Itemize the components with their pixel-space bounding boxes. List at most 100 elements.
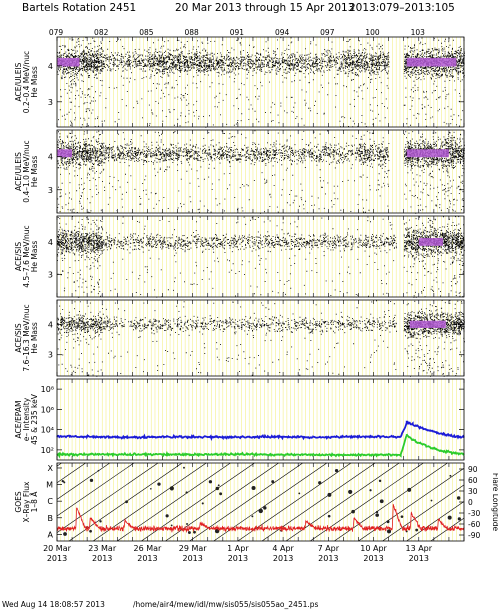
panel-1-ylabel: ACE/ULEIS — [14, 62, 23, 101]
panel-2-frame — [56, 129, 465, 214]
flare-marker — [386, 520, 390, 524]
y-tick-label: 4 — [48, 153, 53, 162]
goes-class-label: X — [48, 464, 54, 473]
flare-marker — [201, 502, 204, 505]
goes-xray-flux — [56, 503, 465, 534]
panel-2-ylabel: ACE/ULEIS — [14, 152, 23, 191]
footer-timestamp: Wed Aug 14 18:08:57 2013 — [2, 600, 105, 609]
title-doy-range: 2013:079–2013:105 — [349, 2, 455, 14]
flare-marker — [378, 479, 382, 483]
flare-marker — [379, 499, 384, 504]
doy-tick-label: 094 — [275, 28, 290, 37]
flare-longitude-track — [285, 462, 400, 542]
flare-marker — [400, 515, 404, 518]
goes-ylabel: X–Ray Flux — [22, 481, 31, 523]
flare-marker — [430, 499, 433, 502]
panel-4-frame — [56, 299, 465, 377]
flare-marker — [187, 531, 191, 534]
y-tick-label: 3 — [48, 186, 53, 195]
date-tick-label: 4 Apr — [272, 544, 294, 553]
panel-1-density-fill — [57, 57, 80, 67]
panel-2-ylabel: 0.4–1.0 MeV/nuc — [22, 140, 31, 202]
date-tick-label: 13 Apr — [405, 544, 432, 553]
date-tick-year: 2013 — [92, 554, 112, 563]
goes-class-label: A — [48, 530, 54, 539]
flare-marker — [185, 491, 188, 494]
flare-marker — [327, 514, 331, 518]
flare-marker — [348, 489, 353, 495]
flare-marker — [183, 466, 185, 469]
flare-longitude-tick: 30 — [468, 487, 478, 496]
date-tick-label: 7 Apr — [318, 544, 340, 553]
footer-file-path: /home/air4/mew/idl/mw/sis055/sis055ao_24… — [133, 600, 319, 609]
flare-longitude-track — [310, 462, 424, 542]
date-tick-label: 1 Apr — [227, 544, 249, 553]
flare-longitude-tick: 90 — [468, 465, 478, 474]
panel-4-scatter — [57, 300, 465, 377]
flare-marker — [89, 478, 94, 483]
doy-tick-label: 100 — [365, 28, 380, 37]
panel-2-scatter — [57, 130, 465, 214]
data-layer — [56, 37, 465, 542]
epam-series-2 — [56, 433, 465, 459]
date-tick-year: 2013 — [182, 554, 202, 563]
date-tick-year: 2013 — [47, 554, 67, 563]
flare-marker — [63, 481, 66, 484]
flare-marker — [89, 529, 92, 533]
panel-4-ylabel: ACE/SIS — [14, 323, 23, 352]
y-tick-label: 4 — [48, 62, 53, 71]
flare-longitude-tick: 60 — [468, 476, 478, 485]
flare-marker — [318, 481, 322, 485]
date-tick-label: 10 Apr — [360, 544, 387, 553]
doy-tick-label: 082 — [94, 28, 109, 37]
epam-y-tick-label: 10⁴ — [41, 426, 54, 435]
flare-marker — [387, 529, 392, 534]
flare-marker — [375, 510, 379, 514]
flare-longitude-tick: -60 — [468, 520, 480, 529]
flare-longitude-track — [56, 462, 135, 517]
panel-4-ylabel: He Mass — [30, 322, 39, 354]
flare-marker — [369, 489, 372, 492]
panel-3-frame — [56, 215, 465, 298]
flare-marker — [157, 482, 161, 486]
date-tick-year: 2013 — [228, 554, 248, 563]
yellow-grid-layer — [56, 37, 465, 541]
flare-marker — [170, 524, 173, 527]
panel-1-frame — [56, 36, 465, 128]
flare-marker — [263, 506, 267, 510]
doy-tick-label: 091 — [230, 28, 245, 37]
flare-longitude-tick: -30 — [468, 509, 480, 518]
flare-longitude-track — [334, 462, 448, 542]
flare-longitude-track — [56, 462, 110, 500]
flare-marker — [271, 480, 275, 484]
flare-longitude-label: Flare Longitude — [491, 473, 498, 532]
epam-ylabel: ACE/EPAM — [14, 401, 23, 439]
epam-y-tick-label: 10⁶ — [41, 405, 54, 414]
y-tick-label: 3 — [48, 98, 53, 107]
flare-longitude-track — [56, 462, 86, 484]
title-date-range: 20 Mar 2013 through 15 Apr 2013 — [175, 2, 354, 14]
panel-3-ylabel: He Mass — [30, 241, 39, 273]
flare-marker — [215, 486, 220, 491]
epam-ylabel: e– Intensity — [22, 397, 31, 441]
doy-tick-label: 103 — [411, 28, 426, 37]
flare-longitude-track — [56, 462, 62, 467]
goes-ylabel: GOES — [14, 491, 23, 512]
flare-longitude-tick: -90 — [468, 531, 480, 540]
panel-1-ylabel: 0.2–0.4 MeV/nuc — [22, 51, 31, 113]
date-tick-label: 23 Mar — [88, 544, 117, 553]
flare-marker — [327, 492, 332, 497]
flare-marker — [334, 468, 339, 473]
panel-1-scatter — [57, 37, 465, 128]
y-tick-label: 3 — [48, 270, 53, 279]
y-tick-label: 4 — [48, 320, 53, 329]
panel-1-density-fill — [406, 57, 457, 67]
date-tick-year: 2013 — [273, 554, 293, 563]
date-tick-year: 2013 — [363, 554, 383, 563]
panel-4-density-fill — [409, 320, 446, 328]
epam-y-tick-label: 10⁸ — [41, 385, 54, 394]
epam-ylabel: 45 & 235 keV — [30, 393, 39, 445]
goes-class-label: B — [48, 514, 54, 523]
epam-y-tick-label: 10² — [41, 446, 54, 455]
